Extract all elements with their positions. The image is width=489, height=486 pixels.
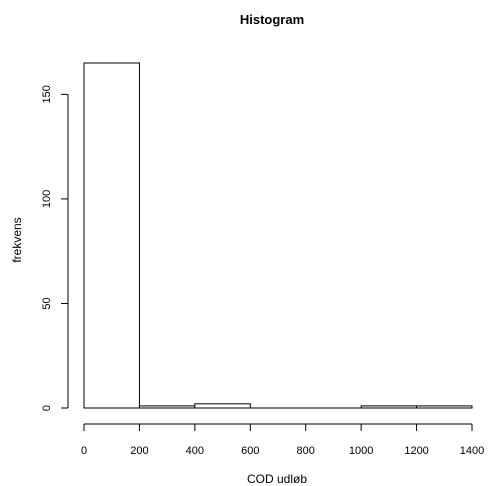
x-tick-label: 1000 [349, 445, 373, 457]
y-axis-label: frekvens [10, 217, 24, 262]
y-tick-label: 150 [41, 85, 53, 103]
bars-group [83, 62, 473, 409]
y-tick-label: 0 [41, 405, 53, 411]
histogram-bar [194, 403, 251, 409]
x-axis-label: COD udløb [247, 472, 307, 486]
x-tick-label: 400 [186, 445, 204, 457]
chart-title: Histogram [240, 12, 304, 27]
histogram-bar [83, 62, 140, 409]
y-axis: 0 50 100 150 [41, 85, 69, 411]
x-tick-label: 600 [241, 445, 259, 457]
x-tick-label: 1400 [460, 445, 484, 457]
x-tick-label: 1200 [404, 445, 428, 457]
x-tick-label: 200 [130, 445, 148, 457]
y-tick-label: 50 [41, 297, 53, 309]
y-tick-label: 100 [41, 190, 53, 208]
x-tick-label: 800 [297, 445, 315, 457]
x-axis: 0 200 400 600 800 1000 1200 1400 [81, 423, 484, 457]
x-tick-label: 0 [81, 445, 87, 457]
